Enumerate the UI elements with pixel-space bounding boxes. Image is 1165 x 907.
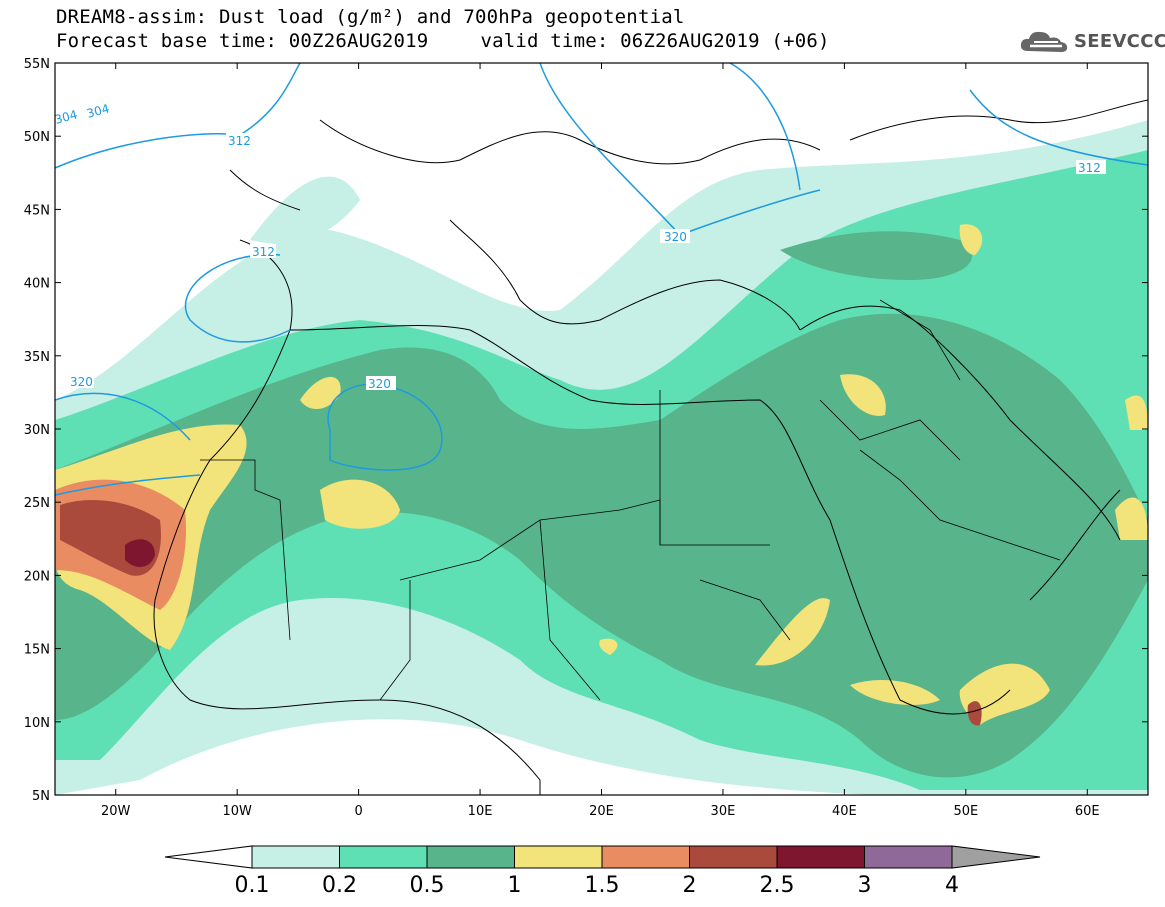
colorbar-boxes: [164, 845, 1041, 869]
colorbar-box: [864, 845, 953, 869]
colorbar-label: 0.5: [410, 873, 445, 898]
cloud-logo-icon: [1020, 31, 1068, 52]
colorbar-box: [339, 845, 428, 869]
colorbar-box: [426, 845, 515, 869]
colorbar-box: [514, 845, 603, 869]
dust-fields: [55, 120, 1148, 795]
contour-label: 312: [228, 134, 251, 148]
axis-ticks: [55, 62, 1148, 796]
longitude-label: 30E: [711, 804, 736, 819]
contour-label: 320: [664, 230, 687, 244]
latitude-label: 45N: [24, 203, 50, 218]
contour-label: 312: [1078, 161, 1101, 175]
longitude-label: 50E: [953, 804, 978, 819]
latitude-label: 30N: [24, 423, 50, 438]
colorbar-label: 1.5: [585, 873, 620, 898]
coastlines: [153, 99, 1148, 795]
longitude-labels: 20W 10W 0 10E 20E 30E 40E 50E 60E: [101, 804, 1100, 819]
latitude-label: 50N: [24, 130, 50, 145]
longitude-label: 20E: [589, 804, 614, 819]
longitude-label: 60E: [1075, 804, 1100, 819]
colorbar-box: [251, 845, 340, 869]
latitude-label: 15N: [24, 643, 50, 658]
latitude-label: 40N: [24, 277, 50, 292]
contour-label: 320: [70, 375, 93, 389]
colorbar-label: 1: [508, 873, 522, 898]
colorbar-box: [601, 845, 690, 869]
colorbar-label: 3: [858, 873, 872, 898]
map-title: DREAM8-assim: Dust load (g/m²) and 700hP…: [56, 6, 685, 28]
colorbar-label: 0.2: [322, 873, 357, 898]
seevccc-logo: SEEVCCC: [1018, 24, 1165, 58]
colorbar-label: 2.5: [760, 873, 795, 898]
contour-label: 320: [368, 377, 391, 391]
longitude-label: 20W: [101, 804, 131, 819]
country-borders: [200, 299, 1061, 701]
map-subtitle: Forecast base time: 00Z26AUG2019 valid ti…: [56, 30, 830, 52]
contour-label: 312: [252, 245, 275, 259]
forecast-base-time: Forecast base time: 00Z26AUG2019: [56, 30, 429, 52]
contour-labels: 312 312 320 320 320 312 304 304: [53, 101, 1106, 391]
longitude-label: 10E: [468, 804, 493, 819]
colorbar-label: 2: [683, 873, 697, 898]
colorbar-under-arrow: [164, 845, 253, 869]
colorbar-box: [776, 845, 865, 869]
valid-time: valid time: 06Z26AUG2019 (+06): [480, 30, 830, 52]
latitude-label: 25N: [24, 496, 50, 511]
colorbar-label: 0.1: [235, 873, 270, 898]
colorbar-box: [689, 845, 778, 869]
geopotential-contours: [55, 63, 1148, 496]
latitude-label: 20N: [24, 569, 50, 584]
longitude-label: 10W: [222, 804, 252, 819]
latitude-labels: 55N 50N 45N 40N 35N 30N 25N 20N 15N 10N 5N: [24, 57, 50, 804]
latitude-label: 5N: [32, 789, 50, 804]
colorbar-label: 4: [945, 873, 959, 898]
colorbar-labels: 0.1 0.2 0.5 1 1.5 2 2.5 3 4: [235, 873, 960, 898]
latitude-label: 55N: [24, 57, 50, 72]
latitude-label: 10N: [24, 716, 50, 731]
contour-label: 304: [53, 107, 79, 126]
longitude-label: 0: [354, 804, 362, 819]
longitude-label: 40E: [832, 804, 857, 819]
latitude-label: 35N: [24, 350, 50, 365]
logo-text: SEEVCCC: [1074, 30, 1165, 52]
contour-label: 304: [85, 101, 111, 120]
colorbar-over-arrow: [951, 845, 1041, 869]
